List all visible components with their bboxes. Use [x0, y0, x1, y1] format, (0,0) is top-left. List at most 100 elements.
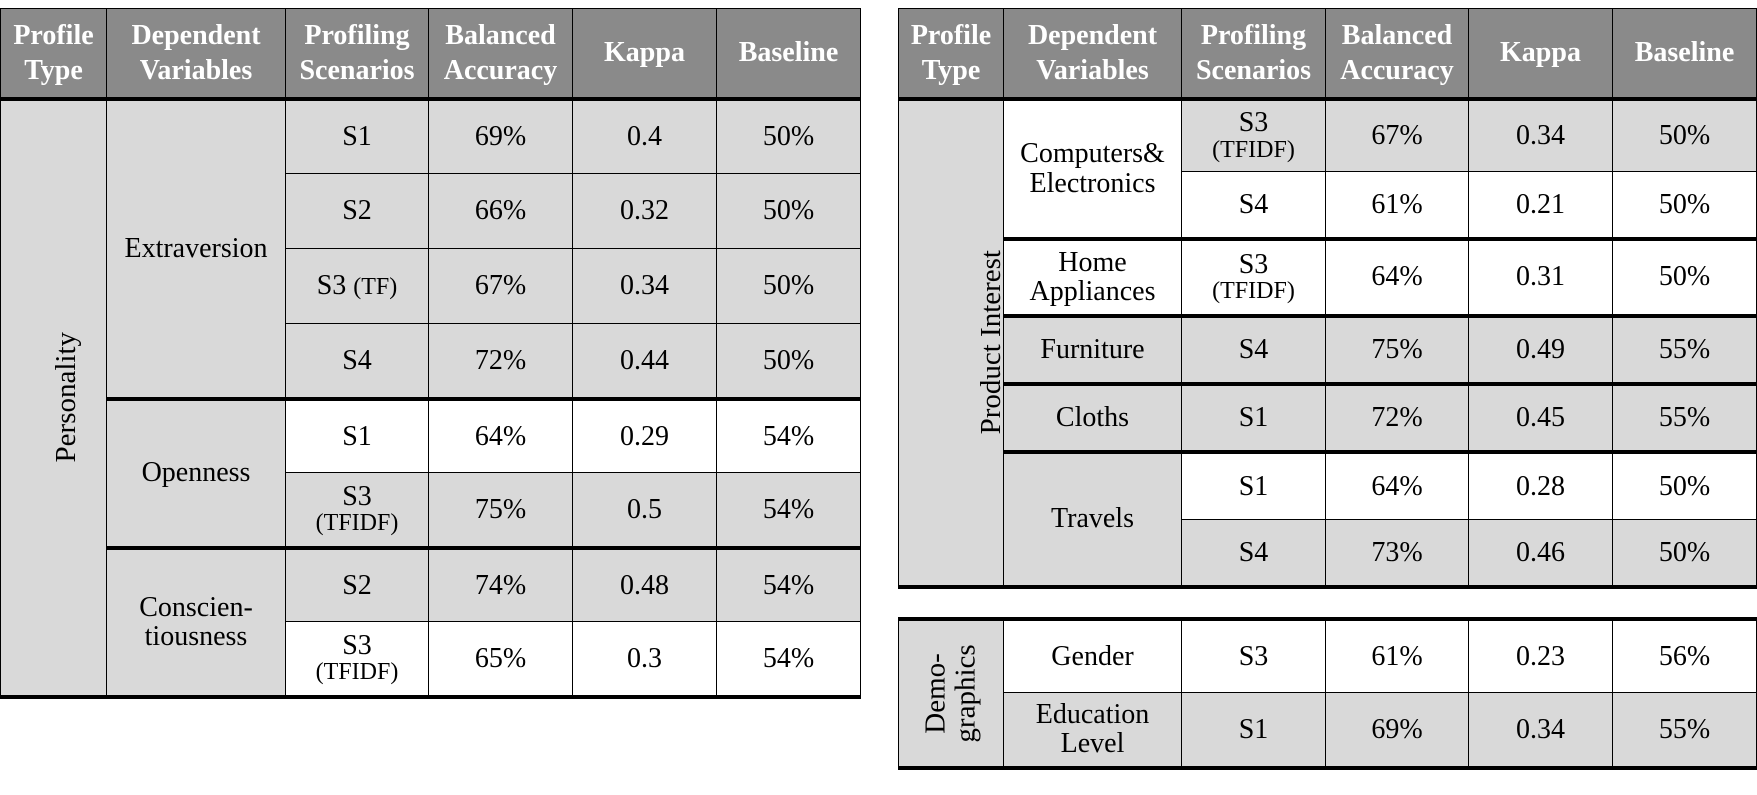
table-row: Product Interest Computers& Electronics S… — [898, 98, 1757, 587]
scenario-cell: S3 (TFIDF) — [285, 621, 429, 697]
baseline-cell: 55% — [1612, 691, 1757, 769]
table-row: Openness S1 64% 0.29 54% — [1, 396, 861, 548]
demographics-table: Demo-graphics Gender S3 61% 0.23 56% Edu… — [898, 617, 1757, 770]
kappa-cell: 0.48 — [572, 545, 717, 622]
balanced-accuracy-cell: 67% — [428, 248, 573, 324]
scenario-cell: S4 — [1181, 519, 1326, 587]
scenario-cell: S1 — [1181, 691, 1326, 769]
header-baseline: Baseline — [716, 8, 861, 101]
kappa-cell: 0.4 — [572, 98, 717, 174]
table-row: Conscien-tiousness S2 74% 0.48 54% — [1, 545, 861, 697]
baseline-cell: 55% — [1612, 313, 1757, 384]
kappa-cell: 0.34 — [572, 248, 717, 324]
table-row: Home Appliances S3 (TFIDF) 64% 0.31 50% — [899, 236, 1757, 316]
table-row: Demo-graphics Gender S3 61% 0.23 56% — [898, 618, 1757, 769]
kappa-cell: 0.32 — [572, 173, 717, 249]
table-row: S4 61% 0.21 50% — [899, 171, 1757, 239]
table-row: Travels S1 64% 0.28 50% — [899, 449, 1757, 587]
header-row: Profile Type Dependent Variables Profiling… — [0, 8, 861, 101]
balanced-accuracy-cell: 72% — [428, 323, 573, 399]
baseline-cell: 50% — [1612, 519, 1757, 587]
scenario-cell: S2 — [285, 173, 429, 249]
dependent-variable-cell: Education Level — [1003, 691, 1182, 769]
kappa-cell: 0.21 — [1468, 171, 1613, 239]
scenario-cell: S1 — [1181, 381, 1326, 452]
dependent-variable-cell: Home Appliances — [1003, 236, 1182, 316]
dependent-variable-cell: Furniture — [1003, 313, 1182, 384]
balanced-accuracy-cell: 64% — [1325, 449, 1469, 520]
balanced-accuracy-cell: 65% — [428, 621, 573, 697]
table-row: Personality Extraversion S1 69% 0.4 50% — [0, 98, 861, 697]
table-row: S3 (TFIDF) 75% 0.5 54% — [1, 472, 861, 548]
baseline-cell: 50% — [716, 248, 861, 324]
dependent-variable-cell: Conscien-tiousness — [106, 545, 286, 697]
table-row: S4 72% 0.44 50% — [1, 323, 861, 399]
dependent-variable-cell: Extraversion — [106, 98, 286, 399]
scenario-cell: S3 (TFIDF) — [1181, 236, 1326, 316]
balanced-accuracy-cell: 64% — [1325, 236, 1469, 316]
balanced-accuracy-cell: 69% — [1325, 691, 1469, 769]
scenario-cell: S4 — [1181, 171, 1326, 239]
header-baseline: Baseline — [1612, 8, 1757, 101]
balanced-accuracy-cell: 64% — [428, 396, 573, 473]
header-balanced-accuracy: Balanced Accuracy — [1325, 8, 1469, 101]
baseline-cell: 54% — [716, 621, 861, 697]
header-profiling-scenarios: Profiling Scenarios — [1181, 8, 1326, 101]
kappa-cell: 0.31 — [1468, 236, 1613, 316]
kappa-cell: 0.5 — [572, 472, 717, 548]
baseline-cell: 50% — [1612, 449, 1757, 520]
scenario-cell: S3 — [1181, 618, 1326, 693]
balanced-accuracy-cell: 72% — [1325, 381, 1469, 452]
header-profile-type: Profile Type — [898, 8, 1004, 101]
kappa-cell: 0.46 — [1468, 519, 1613, 587]
header-kappa: Kappa — [1468, 8, 1613, 101]
profile-type-cell: Demo-graphics — [898, 618, 1004, 769]
scenario-cell: S4 — [285, 323, 429, 399]
table-row: Education Level S1 69% 0.34 55% — [899, 691, 1757, 769]
kappa-cell: 0.49 — [1468, 313, 1613, 384]
baseline-cell: 54% — [716, 472, 861, 548]
dependent-variable-cell: Travels — [1003, 449, 1182, 587]
dependent-variable-cell: Gender — [1003, 618, 1182, 693]
table-row: S4 73% 0.46 50% — [899, 519, 1757, 587]
header-profiling-scenarios: Profiling Scenarios — [285, 8, 429, 101]
profile-type-cell: Product Interest — [898, 98, 1007, 587]
scenario-cell: S4 — [1181, 313, 1326, 384]
scenario-cell: S3 (TFIDF) — [285, 472, 429, 548]
left-results-table: Profile Type Dependent Variables Profiling… — [0, 8, 861, 699]
balanced-accuracy-cell: 61% — [1325, 618, 1469, 693]
dependent-variable-cell: Cloths — [1003, 381, 1182, 452]
table-row: S3 (TF) 67% 0.34 50% — [1, 248, 861, 324]
header-kappa: Kappa — [572, 8, 717, 101]
dependent-variable-cell: Computers& Electronics — [1003, 98, 1182, 239]
baseline-cell: 50% — [1612, 236, 1757, 316]
scenario-cell: S1 — [285, 98, 429, 174]
kappa-cell: 0.23 — [1468, 618, 1613, 693]
profile-type-cell: Personality — [0, 98, 107, 697]
header-dependent-variables: Dependent Variables — [106, 8, 286, 101]
scenario-cell: S1 — [1181, 449, 1326, 520]
balanced-accuracy-cell: 74% — [428, 545, 573, 622]
balanced-accuracy-cell: 69% — [428, 98, 573, 174]
baseline-cell: 50% — [716, 323, 861, 399]
baseline-cell: 50% — [1612, 98, 1757, 172]
header-row: Profile Type Dependent Variables Profiling… — [898, 8, 1757, 101]
kappa-cell: 0.34 — [1468, 98, 1613, 172]
header-balanced-accuracy: Balanced Accuracy — [428, 8, 573, 101]
balanced-accuracy-cell: 75% — [428, 472, 573, 548]
dependent-variable-cell: Openness — [106, 396, 286, 548]
balanced-accuracy-cell: 67% — [1325, 98, 1469, 172]
balanced-accuracy-cell: 61% — [1325, 171, 1469, 239]
balanced-accuracy-cell: 75% — [1325, 313, 1469, 384]
header-dependent-variables: Dependent Variables — [1003, 8, 1182, 101]
kappa-cell: 0.29 — [572, 396, 717, 473]
table-row: S2 66% 0.32 50% — [1, 173, 861, 249]
balanced-accuracy-cell: 66% — [428, 173, 573, 249]
scenario-cell: S3 (TF) — [285, 248, 429, 324]
header-profile-type: Profile Type — [0, 8, 107, 101]
right-results-table: Profile Type Dependent Variables Profiling… — [898, 8, 1757, 589]
baseline-cell: 54% — [716, 545, 861, 622]
table-row: Furniture S4 75% 0.49 55% — [899, 313, 1757, 384]
scenario-cell: S3 (TFIDF) — [1181, 98, 1326, 172]
kappa-cell: 0.28 — [1468, 449, 1613, 520]
